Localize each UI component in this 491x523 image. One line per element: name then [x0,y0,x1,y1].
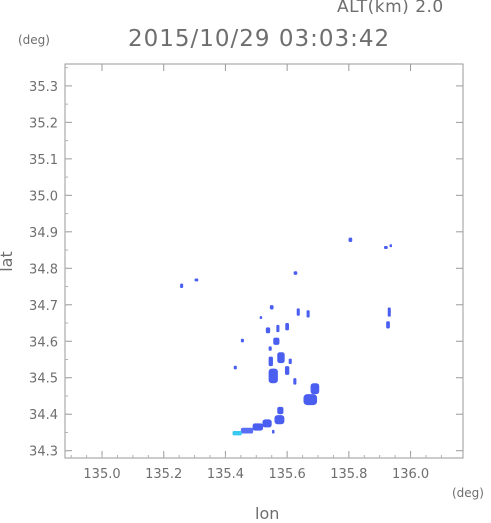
echo-cell [274,415,285,425]
y-tick-label: 34.6 [29,335,58,350]
echo-cell [285,323,289,331]
echo-cell [277,406,284,415]
echo-cell [180,283,184,288]
echo-cell [233,365,237,370]
x-tick-label: 135.6 [269,467,306,482]
echo-cell [265,327,271,334]
echo-cell [293,271,298,275]
echo-cell [252,423,264,431]
y-tick-label: 34.9 [29,226,58,241]
echo-cell [389,244,393,248]
x-axis-label: lon [255,504,280,523]
y-tick-label: 34.3 [29,445,58,460]
axis-ticks: 135.0 135.2 135.4 135.6 135.8 136.0 35.3 35.2 35… [29,64,463,482]
y-tick-label: 35.2 [29,116,58,131]
x-tick-label: 135.4 [207,467,244,482]
x-tick-label: 136.0 [392,467,429,482]
echo-cell [273,337,280,345]
echo-cell [240,427,254,434]
x-tick-label: 135.0 [83,467,120,482]
echo-cell [268,368,278,384]
echo-cell [276,324,280,333]
y-tick-label: 34.7 [29,299,58,314]
echo-cell [306,310,310,318]
x-tick-label: 135.2 [145,467,182,482]
echo-cell [262,419,272,428]
plot-frame [64,63,464,459]
echo-cell [259,316,263,320]
echo-cell [272,429,275,434]
echo-cell [384,246,388,249]
x-axis-unit: (deg) [452,486,484,500]
y-tick-label: 34.4 [29,408,58,423]
echo-cell [348,237,353,243]
echo-cell [268,356,273,367]
x-tick-label: 135.8 [330,467,367,482]
echo-cell [194,278,199,282]
echo-cell [288,358,292,365]
y-tick-label: 35.0 [29,189,58,204]
echo-cell [303,394,318,406]
precip-echoes [180,237,393,436]
y-tick-label: 35.3 [29,80,58,95]
echo-cell [387,307,391,317]
y-tick-label: 35.1 [29,153,58,168]
echo-cell [268,346,272,351]
echo-cell [293,378,297,385]
echo-cell [386,321,390,329]
echo-cell [296,308,300,316]
y-tick-label: 34.5 [29,372,58,387]
echo-cell [240,338,244,343]
echo-cell [310,383,320,395]
y-tick-label: 34.8 [29,262,58,277]
altitude-label: ALT(km) 2.0 [337,0,444,17]
timestamp-title: 2015/10/29 03:03:42 [128,26,391,52]
y-axis-unit: (deg) [18,33,50,47]
echo-cell [232,431,242,436]
echo-cell [284,366,290,375]
echo-cell [269,305,274,310]
echo-cell [277,352,285,364]
